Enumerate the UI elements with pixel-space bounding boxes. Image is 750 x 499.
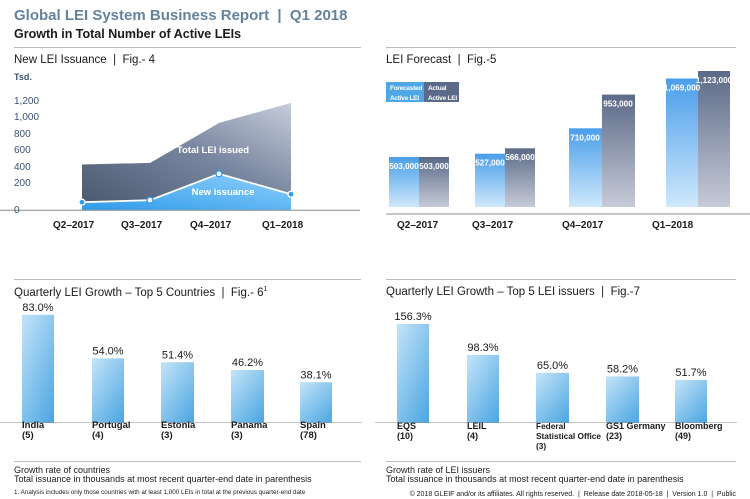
svg-text:953,000: 953,000 (603, 100, 633, 109)
svg-text:38.1%: 38.1% (300, 369, 331, 381)
svg-text:710,000: 710,000 (570, 134, 600, 143)
svg-text:527,000: 527,000 (475, 159, 505, 168)
svg-text:New issuance: New issuance (192, 187, 255, 198)
svg-text:51.4%: 51.4% (162, 349, 193, 361)
svg-text:58.2%: 58.2% (607, 363, 638, 375)
svg-text:46.2%: 46.2% (232, 357, 263, 369)
svg-text:65.0%: 65.0% (537, 360, 568, 372)
svg-text:Total LEI issued: Total LEI issued (177, 145, 249, 156)
svg-text:503,000: 503,000 (419, 162, 449, 171)
svg-text:1,123,000: 1,123,000 (696, 76, 733, 85)
svg-text:54.0%: 54.0% (92, 346, 123, 358)
svg-text:51.7%: 51.7% (675, 367, 706, 379)
svg-text:98.3%: 98.3% (467, 342, 498, 354)
svg-text:83.0%: 83.0% (22, 302, 53, 314)
svg-text:156.3%: 156.3% (394, 311, 432, 323)
svg-text:566,000: 566,000 (505, 153, 535, 162)
svg-text:503,000: 503,000 (389, 162, 419, 171)
